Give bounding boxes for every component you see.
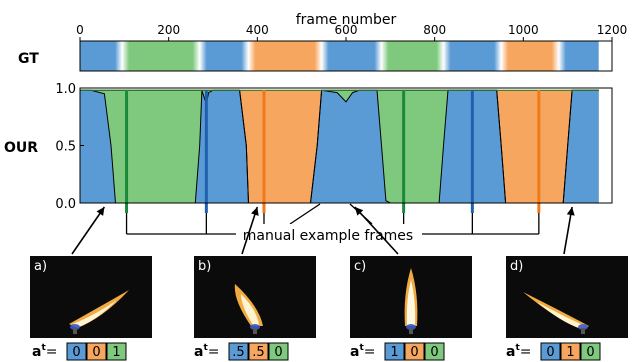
vector-cell-value: 0 [586, 345, 594, 360]
gt-segment-group [80, 41, 599, 71]
vector-cell-value: .5 [252, 345, 264, 360]
gt-segment-green [122, 41, 200, 71]
example-arrowhead-1 [96, 207, 105, 216]
blue-area [80, 90, 599, 203]
x-tick-label-400: 400 [246, 23, 269, 37]
gt-segment-blue [80, 41, 123, 71]
vector-cell-blue [384, 342, 405, 361]
flame-icon [404, 268, 418, 334]
example-frames-group: a)at= 0 0 1b)at= .5.5 0c)at= 1 0 0d)at= 0 1 0 [30, 206, 628, 361]
vector-cell-blue [66, 342, 87, 361]
example-letter: a) [34, 259, 47, 274]
vector-cell-value: 0 [430, 345, 438, 360]
gt-row-frame [79, 40, 613, 72]
vector-cell-green [580, 342, 601, 361]
x-tick-label-200: 200 [157, 23, 180, 37]
vector-cell-orange [560, 342, 581, 361]
example-frame-2: b) at= .5 .5 0 [194, 206, 316, 361]
annotation-text: manual example frames [243, 228, 413, 244]
top-x-axis: frame number 0 200 400 600 800 1000 1200 [76, 12, 628, 42]
example-arrow-3 [354, 206, 399, 255]
vector-cell-blue [540, 342, 561, 361]
example-arrowhead-3 [354, 207, 364, 216]
gt-row: GT [18, 40, 613, 72]
flame-icon [69, 290, 129, 334]
x-axis-title: frame number [296, 12, 397, 28]
annotation-group: manual example frames [125, 203, 540, 246]
flame-photo [506, 256, 628, 338]
vector-cell-orange [86, 342, 107, 361]
our-area-group [80, 89, 599, 204]
y-tick-label-0.5: 0.5 [55, 140, 76, 155]
x-tick-label-600: 600 [335, 23, 358, 37]
vector-cell-green [106, 342, 127, 361]
x-tick-group: 0 200 400 600 800 1000 1200 [76, 23, 628, 42]
gt-segment-orange [501, 41, 559, 71]
vector-label: at= [350, 343, 376, 360]
x-tick-label-0: 0 [76, 23, 84, 37]
gt-segment-blue [443, 41, 502, 71]
vector-cell-value: 1 [566, 345, 574, 360]
vector-cell-green [268, 342, 289, 361]
our-row: OUR 0.0 0.5 1.0 [4, 82, 613, 213]
vector-cell-value: .5 [232, 345, 244, 360]
vector-cell-green [424, 342, 445, 361]
vector-cell-value: 0 [410, 345, 418, 360]
vector-cell-value: 1 [390, 345, 398, 360]
marker-line-group [125, 90, 541, 213]
example-frame-4: d) at= 0 1 0 [506, 206, 628, 361]
example-arrow-1 [71, 206, 106, 255]
vector-label: at= [194, 343, 220, 360]
gt-segment-blue [558, 41, 599, 71]
vector-cell-orange [248, 342, 269, 361]
vector-label: at= [506, 343, 532, 360]
our-row-frame [79, 87, 613, 204]
y-tick-group: 0.0 0.5 1.0 [55, 82, 84, 212]
y-tick-label-1.0: 1.0 [55, 82, 76, 97]
gt-row-label: GT [18, 51, 39, 67]
flame-icon [523, 292, 589, 334]
vector-cell-value: 0 [274, 345, 282, 360]
vector-cell-value: 1 [112, 345, 120, 360]
gt-segment-green [381, 41, 444, 71]
example-arrow-2 [241, 206, 259, 255]
vector-cell-value: 0 [92, 345, 100, 360]
annotation-arrows [125, 203, 540, 235]
vector-label: at= [32, 343, 58, 360]
x-tick-label-1200: 1200 [597, 23, 628, 37]
example-frame-3: c)at= 1 0 0 [350, 206, 472, 361]
x-tick-label-1000: 1000 [508, 23, 539, 37]
our-row-label: OUR [4, 140, 38, 156]
vector-cell-value: 0 [546, 345, 554, 360]
example-letter: c) [354, 259, 366, 274]
y-tick-label-0.0: 0.0 [55, 197, 76, 212]
flame-photo [30, 256, 152, 338]
example-arrowhead-4 [566, 207, 575, 216]
vector-cell-orange [404, 342, 425, 361]
gt-segment-blue [321, 41, 382, 71]
flame-icon [234, 284, 263, 334]
gt-segment-orange [248, 41, 322, 71]
vector-cell-blue [228, 342, 249, 361]
example-letter: d) [510, 259, 523, 274]
example-letter: b) [198, 259, 211, 274]
annotation-arrow-a [289, 203, 321, 225]
example-arrowhead-2 [251, 207, 259, 216]
gt-segment-blue [199, 41, 249, 71]
vector-cell-value: 0 [72, 345, 80, 360]
x-tick-label-800: 800 [423, 23, 446, 37]
example-frame-1: a)at= 0 0 1 [30, 206, 152, 361]
